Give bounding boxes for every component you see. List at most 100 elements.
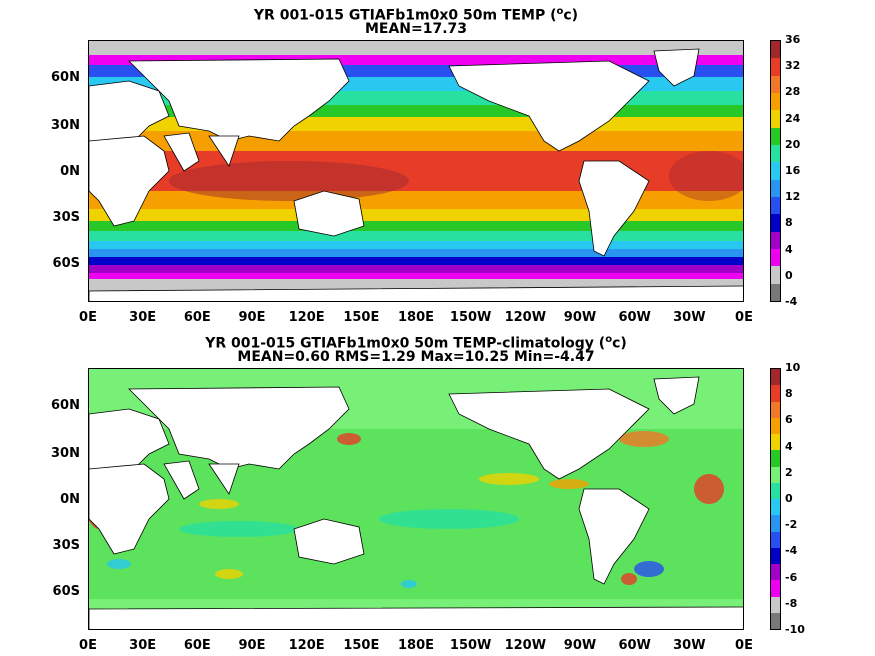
top-map-canvas [89, 41, 743, 301]
bottom-colorbar-label: -10 [785, 623, 805, 636]
bottom-lon-label: 150W [449, 638, 492, 653]
top-lon-label: 120E [288, 310, 325, 325]
top-colorbar-swatch [771, 214, 780, 232]
bottom-colorbar-label: -2 [785, 518, 798, 532]
bottom-map-title: YR 001-015 GTIAFb1m0x0 50m TEMP-climatol… [88, 332, 744, 352]
top-colorbar-swatch [771, 179, 780, 197]
bottom-colorbar-swatch [771, 515, 780, 532]
bottom-colorbar-swatch [771, 466, 780, 483]
top-colorbar-swatch [771, 231, 780, 249]
top-colorbar-label: -4 [785, 295, 798, 308]
bottom-lon-label: 180E [397, 638, 435, 653]
top-lon-label: 90E [238, 310, 266, 325]
top-lon-label: 180E [397, 310, 435, 325]
bottom-colorbar-swatch [771, 434, 780, 451]
bottom-title-text: YR 001-015 GTIAFb1m0x0 50m TEMP-climatol… [205, 335, 606, 352]
top-colorbar-label: 4 [785, 242, 793, 256]
top-lon-label: 60W [618, 310, 651, 325]
top-lat-label: 60N [51, 70, 80, 85]
bottom-colorbar-swatch [771, 385, 780, 402]
top-colorbar-label: 20 [785, 137, 801, 151]
top-lon-label: 0E [79, 310, 97, 325]
bottom-title-unit: c) [612, 335, 627, 352]
top-colorbar-label: 32 [785, 59, 801, 73]
top-map-mean: MEAN=17.73 [364, 21, 468, 37]
top-title-degree: o [556, 6, 564, 17]
bottom-colorbar-swatch [771, 612, 780, 629]
bottom-colorbar-swatch [771, 564, 780, 581]
top-colorbar-swatch [771, 110, 780, 128]
top-colorbar-swatch [771, 144, 780, 163]
top-colorbar-label: 16 [785, 164, 801, 177]
bottom-colorbar-label: -8 [785, 596, 798, 610]
top-lon-label: 0E [735, 310, 753, 325]
top-lon-label: 30W [673, 310, 706, 325]
bottom-colorbar-swatch [771, 417, 780, 434]
bottom-lon-label: 90W [563, 638, 597, 653]
top-map-title: YR 001-015 GTIAFb1m0x0 50m TEMP (oc) [88, 4, 744, 24]
top-lat-label: 30S [52, 210, 80, 225]
bottom-lon-label: 120E [288, 638, 325, 653]
top-colorbar-swatch [771, 127, 780, 145]
top-lon-label: 150W [449, 310, 492, 325]
bottom-colorbar-label: -6 [785, 570, 798, 584]
bottom-lon-label: 0E [79, 638, 97, 653]
bottom-lat-label: 30S [52, 538, 80, 553]
top-title-text: YR 001-015 GTIAFb1m0x0 50m TEMP ( [253, 7, 557, 24]
bottom-colorbar-label: 4 [785, 439, 793, 453]
bottom-lon-label: 30E [129, 638, 157, 653]
top-colorbar-swatch [771, 196, 780, 215]
bottom-lat-label: 0N [60, 492, 80, 507]
top-colorbar-swatch [771, 266, 780, 284]
bottom-colorbar-label: -4 [785, 544, 798, 558]
top-colorbar-swatch [771, 41, 780, 59]
top-lon-label: 150E [343, 310, 380, 325]
bottom-colorbar-swatch [771, 596, 780, 613]
top-lon-label: 30E [129, 310, 157, 325]
bottom-colorbar-swatch [771, 531, 780, 548]
bottom-colorbar [770, 368, 781, 630]
top-colorbar-swatch [771, 248, 780, 267]
top-colorbar-swatch [771, 75, 780, 93]
bottom-colorbar-swatch [771, 580, 780, 597]
bottom-lat-label: 60S [52, 584, 80, 599]
top-lat-label: 30N [51, 118, 80, 133]
bottom-lon-label: 120W [504, 638, 547, 653]
bottom-colorbar-label: 10 [785, 361, 801, 374]
top-lon-label: 120W [504, 310, 547, 325]
top-lon-label: 90W [563, 310, 597, 325]
top-colorbar-swatch [771, 58, 780, 76]
top-title-unit: c) [563, 7, 579, 24]
bottom-colorbar-swatch [771, 450, 780, 467]
top-colorbar-label: 0 [785, 268, 793, 282]
bottom-lon-label: 60E [183, 638, 211, 653]
top-lat-label: 0N [60, 164, 80, 179]
top-colorbar-swatch [771, 162, 780, 180]
top-colorbar-swatch [771, 92, 780, 111]
bottom-map-stats: MEAN=0.60 RMS=1.29 Max=10.25 Min=-4.47 [237, 349, 595, 365]
bottom-colorbar-swatch [771, 369, 780, 386]
bottom-colorbar-swatch [771, 482, 780, 499]
bottom-colorbar-label: 6 [785, 413, 793, 427]
bottom-lon-label: 150E [343, 638, 380, 653]
top-colorbar-label: 24 [785, 111, 801, 125]
bottom-lat-label: 60N [51, 398, 80, 413]
bottom-lon-label: 60W [618, 638, 651, 653]
top-colorbar [770, 40, 781, 302]
bottom-lat-label: 30N [51, 446, 80, 461]
top-colorbar-label: 12 [785, 190, 801, 204]
top-colorbar-label: 28 [785, 85, 801, 99]
bottom-lon-label: 0E [735, 638, 753, 653]
top-colorbar-swatch [771, 283, 780, 301]
top-lon-label: 60E [183, 310, 211, 325]
bottom-colorbar-swatch [771, 547, 780, 564]
bottom-colorbar-label: 0 [785, 492, 793, 505]
bottom-colorbar-label: 2 [785, 465, 793, 479]
top-colorbar-label: 8 [785, 216, 793, 230]
bottom-colorbar-swatch [771, 401, 780, 418]
top-lat-label: 60S [52, 256, 80, 271]
bottom-lon-label: 30W [673, 638, 706, 653]
top-colorbar-label: 36 [785, 33, 801, 46]
bottom-title-degree: o [605, 334, 613, 345]
bottom-anomaly-map [88, 368, 744, 630]
